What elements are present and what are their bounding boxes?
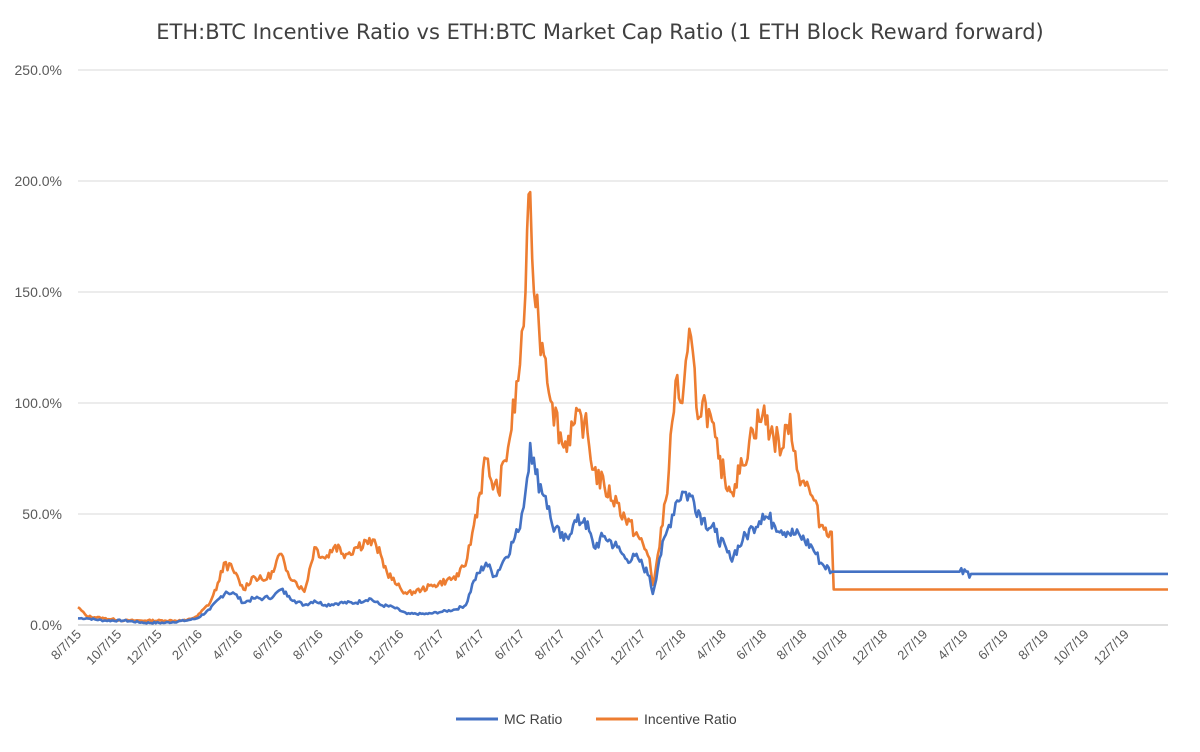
series-line-incentive-ratio	[77, 190, 1168, 623]
x-tick-label: 10/7/17	[567, 627, 608, 668]
y-tick-label: 100.0%	[15, 395, 62, 411]
x-tick-label: 6/7/19	[975, 627, 1011, 663]
x-tick-label: 10/7/15	[83, 627, 124, 668]
x-tick-label: 2/7/18	[652, 627, 688, 663]
x-tick-label: 12/7/18	[849, 627, 890, 668]
x-tick-label: 8/7/16	[290, 627, 326, 663]
x-tick-label: 2/7/17	[411, 627, 447, 663]
x-tick-label: 10/7/18	[809, 627, 850, 668]
chart-title: ETH:BTC Incentive Ratio vs ETH:BTC Marke…	[156, 20, 1043, 44]
x-tick-label: 10/7/19	[1050, 627, 1091, 668]
x-tick-label: 8/7/19	[1015, 627, 1051, 663]
legend-label: Incentive Ratio	[644, 711, 737, 727]
x-tick-label: 12/7/19	[1091, 627, 1132, 668]
x-tick-label: 4/7/17	[451, 627, 487, 663]
legend: MC Ratio Incentive Ratio	[456, 711, 737, 727]
y-axis: 0.0% 50.0% 100.0% 150.0% 200.0% 250.0%	[15, 62, 62, 633]
x-tick-label: 12/7/15	[123, 627, 164, 668]
x-tick-label: 4/7/19	[935, 627, 971, 663]
x-tick-label: 4/7/18	[693, 627, 729, 663]
y-tick-label: 50.0%	[22, 506, 62, 522]
x-tick-labels: 8/7/15 10/7/15 12/7/15 2/7/16 4/7/16 6/7/16 8/…	[48, 627, 1132, 668]
x-tick-label: 6/7/17	[491, 627, 527, 663]
x-tick-label: 8/7/17	[532, 627, 568, 663]
x-tick-label: 12/7/17	[607, 627, 648, 668]
x-tick-label: 12/7/16	[365, 627, 406, 668]
x-tick-label: 6/7/18	[733, 627, 769, 663]
y-tick-label: 200.0%	[15, 173, 62, 189]
y-tick-label: 150.0%	[15, 284, 62, 300]
x-tick-label: 6/7/16	[249, 627, 285, 663]
y-tick-label: 250.0%	[15, 62, 62, 78]
series-line-mc-ratio	[77, 441, 1168, 625]
x-tick-label: 4/7/16	[209, 627, 245, 663]
x-tick-label: 8/7/18	[773, 627, 809, 663]
x-tick-label: 10/7/16	[325, 627, 366, 668]
y-tick-label: 0.0%	[30, 617, 62, 633]
grid-lines	[78, 69, 1168, 515]
x-tick-label: 2/7/19	[894, 627, 930, 663]
x-tick-label: 2/7/16	[169, 627, 205, 663]
legend-label: MC Ratio	[504, 711, 563, 727]
series-lines	[77, 190, 1168, 625]
